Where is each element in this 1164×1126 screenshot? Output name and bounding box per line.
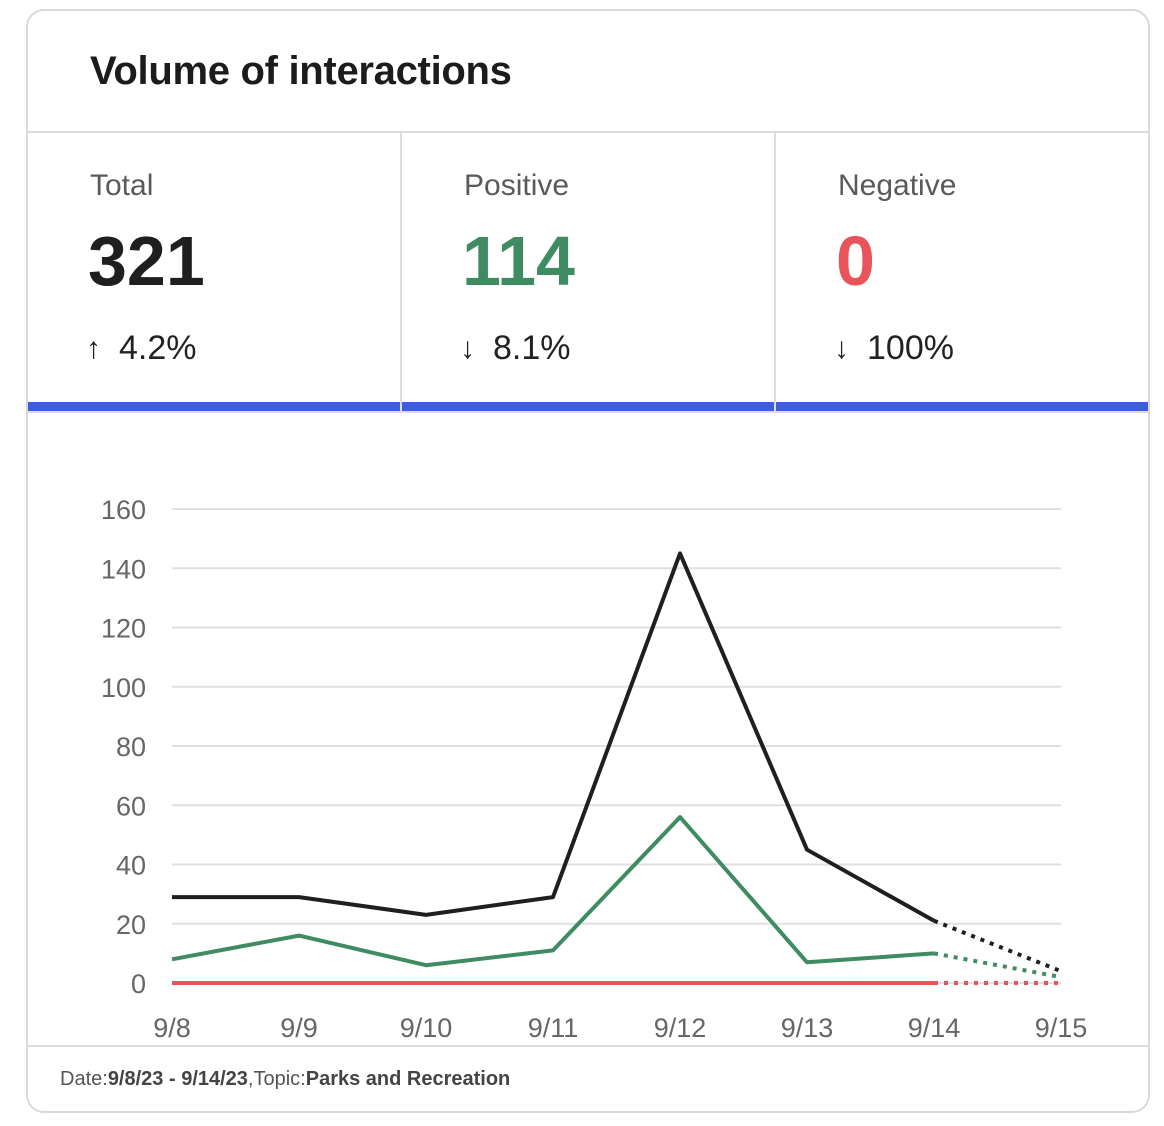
footer-date-value: 9/8/23 - 9/14/23 (107, 1067, 248, 1090)
x-tick-label: 9/14 (908, 1013, 961, 1043)
x-tick-label: 9/15 (1035, 1013, 1088, 1043)
series-line-total (172, 551, 935, 923)
stat-label: Total (90, 169, 154, 202)
footer-date-label: Date: (60, 1067, 108, 1090)
line-chart-svg: 0 20 40 60 80 100 120 140 160 9/8 9/9 9/10 9/11 9/12 9… (101, 495, 1088, 1043)
series-projection-total (933, 918, 1062, 974)
stat-selected-bar (28, 402, 400, 411)
x-tick-label: 9/10 (400, 1013, 453, 1043)
stat-value: 321 (88, 222, 205, 300)
y-tick-label: 140 (101, 554, 146, 584)
stat-value: 0 (836, 222, 875, 300)
stat-positive[interactable]: Positive 114 ↓ 8.1% (402, 133, 776, 411)
x-tick-label: 9/12 (654, 1013, 707, 1043)
arrow-down-icon: ↓ (834, 331, 849, 365)
x-tick-label: 9/9 (280, 1013, 318, 1043)
series-line-positive (171, 815, 935, 968)
y-tick-label: 120 (101, 614, 146, 644)
stat-total[interactable]: Total 321 ↑ 4.2% (28, 133, 402, 411)
x-tick-label: 9/8 (153, 1013, 191, 1043)
stat-change: ↓ 8.1% (460, 329, 571, 368)
footer-topic-value: Parks and Recreation (305, 1067, 511, 1090)
card-header: Volume of interactions (28, 11, 1148, 133)
y-tick-label: 80 (116, 732, 146, 762)
series-projection-positive (933, 951, 1062, 980)
stat-negative[interactable]: Negative 0 ↓ 100% (776, 133, 1148, 411)
y-tick-label: 100 (101, 673, 146, 703)
x-tick-label: 9/13 (781, 1013, 834, 1043)
stat-selected-bar (402, 402, 774, 411)
y-tick-label: 0 (131, 969, 146, 999)
y-tick-label: 60 (116, 791, 146, 821)
stat-change: ↓ 100% (834, 329, 954, 368)
y-tick-label: 160 (101, 495, 146, 525)
stat-value: 114 (462, 222, 575, 300)
stats-row: Total 321 ↑ 4.2% Positive 114 ↓ 8.1% Neg… (28, 133, 1148, 413)
line-chart: 0 20 40 60 80 100 120 140 160 9/8 9/9 9/10 9/11 9/12 9… (28, 415, 1148, 1045)
interactions-card: Volume of interactions Total 321 ↑ 4.2% … (26, 9, 1150, 1113)
chart-footer: Date: 9/8/23 - 9/14/23, Topic: Parks and… (28, 1045, 1148, 1111)
y-tick-label: 40 (116, 851, 146, 881)
y-tick-label: 20 (116, 910, 146, 940)
stat-change-value: 4.2% (119, 329, 197, 367)
stat-selected-bar (776, 402, 1148, 411)
stat-label: Positive (464, 169, 570, 202)
card-title: Volume of interactions (90, 48, 512, 93)
x-tick-label: 9/11 (528, 1013, 579, 1043)
stat-label: Negative (838, 169, 957, 202)
stat-change-value: 100% (867, 329, 954, 367)
footer-topic-label: Topic: (253, 1067, 306, 1090)
arrow-up-icon: ↑ (86, 331, 101, 365)
stat-change-value: 8.1% (493, 329, 571, 367)
arrow-down-icon: ↓ (460, 331, 475, 365)
stat-change: ↑ 4.2% (86, 329, 197, 368)
footer-separator: , (247, 1067, 254, 1090)
